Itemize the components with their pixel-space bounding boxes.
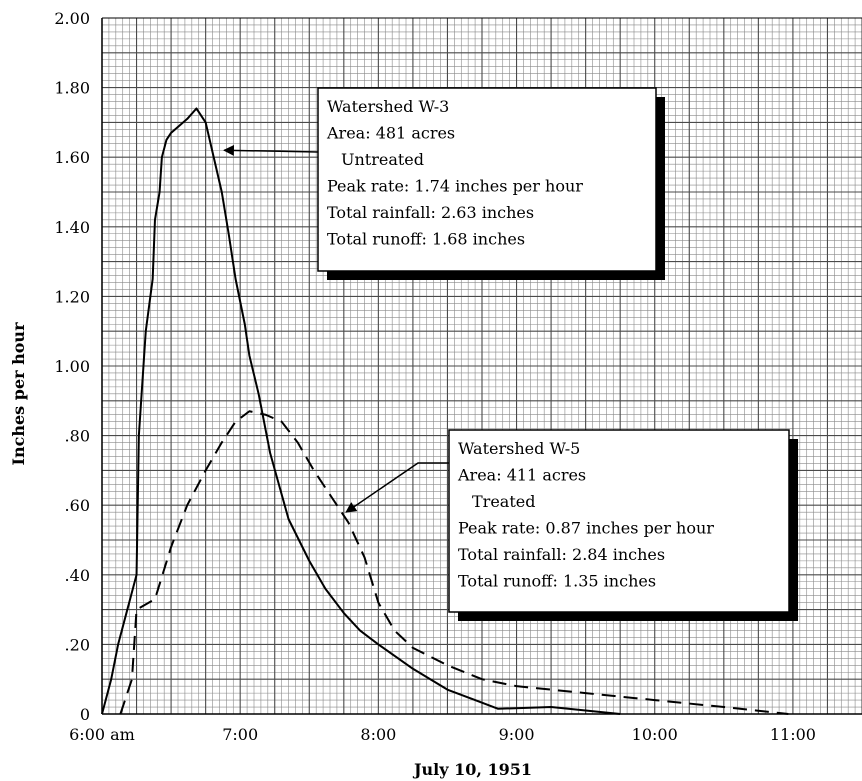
annotation-text-line: Treated (472, 492, 535, 511)
y-tick-label: .80 (65, 427, 90, 446)
y-tick-label: 2.00 (54, 9, 90, 28)
annotation-text-line: Total rainfall: 2.63 inches (327, 203, 534, 222)
annotations: Watershed W-3 Area: 481 acres Untreated Pea… (222, 87, 798, 621)
annotation-text-line: Peak rate: 1.74 inches per hour (327, 177, 583, 196)
annotation-box (317, 87, 657, 272)
y-tick-label: 1.00 (54, 357, 90, 376)
y-tick-label: 1.40 (54, 218, 90, 237)
annotation-text-line: Watershed W-3 (327, 97, 449, 116)
y-tick-label: 1.20 (54, 287, 90, 306)
y-tick-label: 1.60 (54, 148, 90, 167)
annotation-w3: Watershed W-3 Area: 481 acres Untreated Pea… (222, 87, 665, 280)
annotation-text-line: Area: 481 acres (326, 124, 455, 143)
y-tick-label: .40 (65, 566, 90, 585)
x-tick-label: 8:00 (360, 725, 396, 744)
series-layer (101, 107, 789, 715)
annotation-text-line: Total runoff: 1.35 inches (458, 572, 656, 591)
x-tick-label: 7:00 (222, 725, 258, 744)
y-tick-label: .20 (65, 635, 90, 654)
series-w3-line (101, 107, 621, 715)
series-w5-line (119, 410, 789, 715)
tick-labels: 0 .20 .40 .60 .80 1.00 1.20 1.40 1.60 1.80 2.00 6:0… (54, 9, 816, 744)
annotation-w5: Watershed W-5 Area: 411 acres Treated Peak … (345, 429, 798, 621)
plot-frame (101, 17, 862, 715)
annotation-text-line: Untreated (341, 150, 424, 169)
x-tick-label: 6:00 am (69, 725, 135, 744)
annotation-arrow (222, 144, 319, 156)
x-tick-label: 10:00 (632, 725, 678, 744)
x-tick-label: 11:00 (770, 725, 816, 744)
annotation-text-line: Total rainfall: 2.84 inches (458, 545, 665, 564)
annotation-box (448, 429, 790, 613)
annotation-arrow (345, 462, 449, 513)
annotation-text-line: Peak rate: 0.87 inches per hour (458, 519, 714, 538)
x-tick-label: 9:00 (499, 725, 535, 744)
y-axis-title: Inches per hour (9, 322, 28, 466)
annotation-text-line: Watershed W-5 (458, 439, 580, 458)
y-tick-label: .60 (65, 496, 90, 515)
y-tick-label: 1.80 (54, 79, 90, 98)
annotation-text-line: Total runoff: 1.68 inches (327, 230, 525, 249)
y-tick-label: 0 (80, 705, 90, 724)
x-axis-title: July 10, 1951 (412, 760, 532, 779)
annotation-text-line: Area: 411 acres (457, 466, 586, 485)
